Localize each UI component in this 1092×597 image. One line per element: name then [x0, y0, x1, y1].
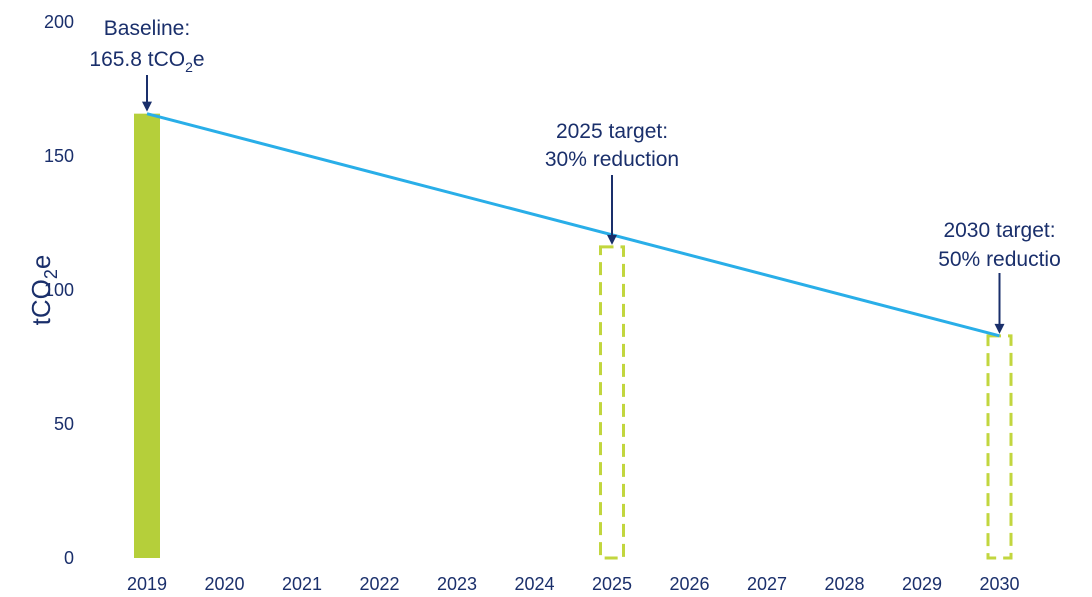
x-tick-label-2019: 2019	[127, 574, 167, 594]
x-tick-label-2027: 2027	[747, 574, 787, 594]
annotation-2019-line-1: Baseline:	[104, 17, 190, 40]
annotation-2019-line-2: 165.8 tCO2e	[89, 48, 204, 75]
target-bar-2025	[599, 245, 625, 560]
annotation-arrow-head-2019	[142, 101, 152, 112]
x-tick-label-2030: 2030	[979, 574, 1019, 594]
y-tick-label-50: 50	[54, 414, 74, 434]
x-tick-label-2025: 2025	[592, 574, 632, 594]
annotation-arrow-head-2025	[607, 234, 617, 245]
annotation-2025-line-1: 2025 target:	[556, 120, 668, 143]
y-tick-label-0: 0	[64, 548, 74, 568]
x-tick-label-2028: 2028	[824, 574, 864, 594]
y-tick-label-150: 150	[44, 146, 74, 166]
annotation-arrow-head-2030	[994, 323, 1005, 334]
annotation-2030-line-2: 50% reductio	[938, 248, 1061, 271]
x-tick-label-2020: 2020	[204, 574, 244, 594]
x-tick-label-2029: 2029	[902, 574, 942, 594]
bars-layer	[134, 113, 1013, 560]
reduction-trajectory-line	[146, 112, 1000, 338]
annotation-2025-line-2: 30% reduction	[545, 148, 679, 171]
x-tick-label-2023: 2023	[437, 574, 477, 594]
x-tick-label-2024: 2024	[514, 574, 554, 594]
y-axis-label: tCO2e	[26, 255, 61, 326]
bar-2019	[134, 113, 160, 558]
x-tick-label-2021: 2021	[282, 574, 322, 594]
x-tick-label-2022: 2022	[359, 574, 399, 594]
y-tick-label-200: 200	[44, 12, 74, 32]
annotation-2030-line-1: 2030 target:	[943, 219, 1055, 242]
annotations-layer: Baseline: 165.8 tCO2e 2025 target: 30% redu…	[89, 17, 1061, 334]
target-bar-2030	[986, 334, 1013, 560]
x-axis: 2019 2020 2021 2022 2023 2024 2025 2026 2027 2028…	[127, 574, 1020, 594]
trajectory-layer	[146, 112, 1000, 338]
y-axis: 0 50 100 150 200 tCO2e	[26, 12, 74, 568]
x-tick-label-2026: 2026	[669, 574, 709, 594]
y-tick-label-100: 100	[44, 280, 74, 300]
